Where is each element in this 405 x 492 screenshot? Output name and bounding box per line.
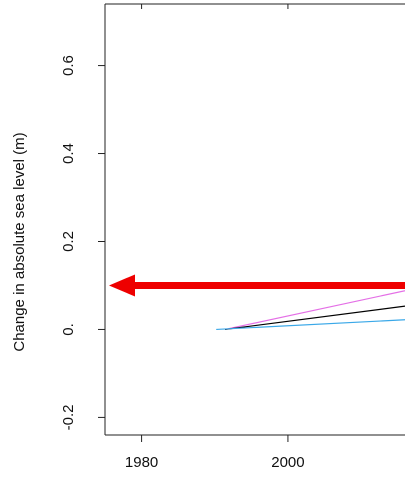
y-tick-label: -0.2 — [60, 404, 77, 430]
series-line-1 — [224, 290, 405, 331]
y-tick-label: 0. — [60, 323, 77, 336]
x-tick-label: 2000 — [271, 454, 304, 471]
arrow-head — [109, 274, 135, 297]
series-layer — [216, 290, 405, 331]
x-tick-label: 1980 — [125, 454, 158, 471]
y-tick-label: 0.2 — [60, 231, 77, 252]
ticks-layer: -0.20.0.20.40.6198020002 — [60, 4, 305, 471]
y-tick-label: 0.6 — [60, 55, 77, 76]
y-axis-title: Change in absolute sea level (m) — [11, 132, 28, 351]
annotation-layer — [109, 274, 405, 297]
series-line-2 — [224, 305, 405, 331]
y-tick-label: 0.4 — [60, 143, 77, 164]
plot-frame — [104, 3, 405, 436]
series-line-3 — [216, 319, 405, 331]
